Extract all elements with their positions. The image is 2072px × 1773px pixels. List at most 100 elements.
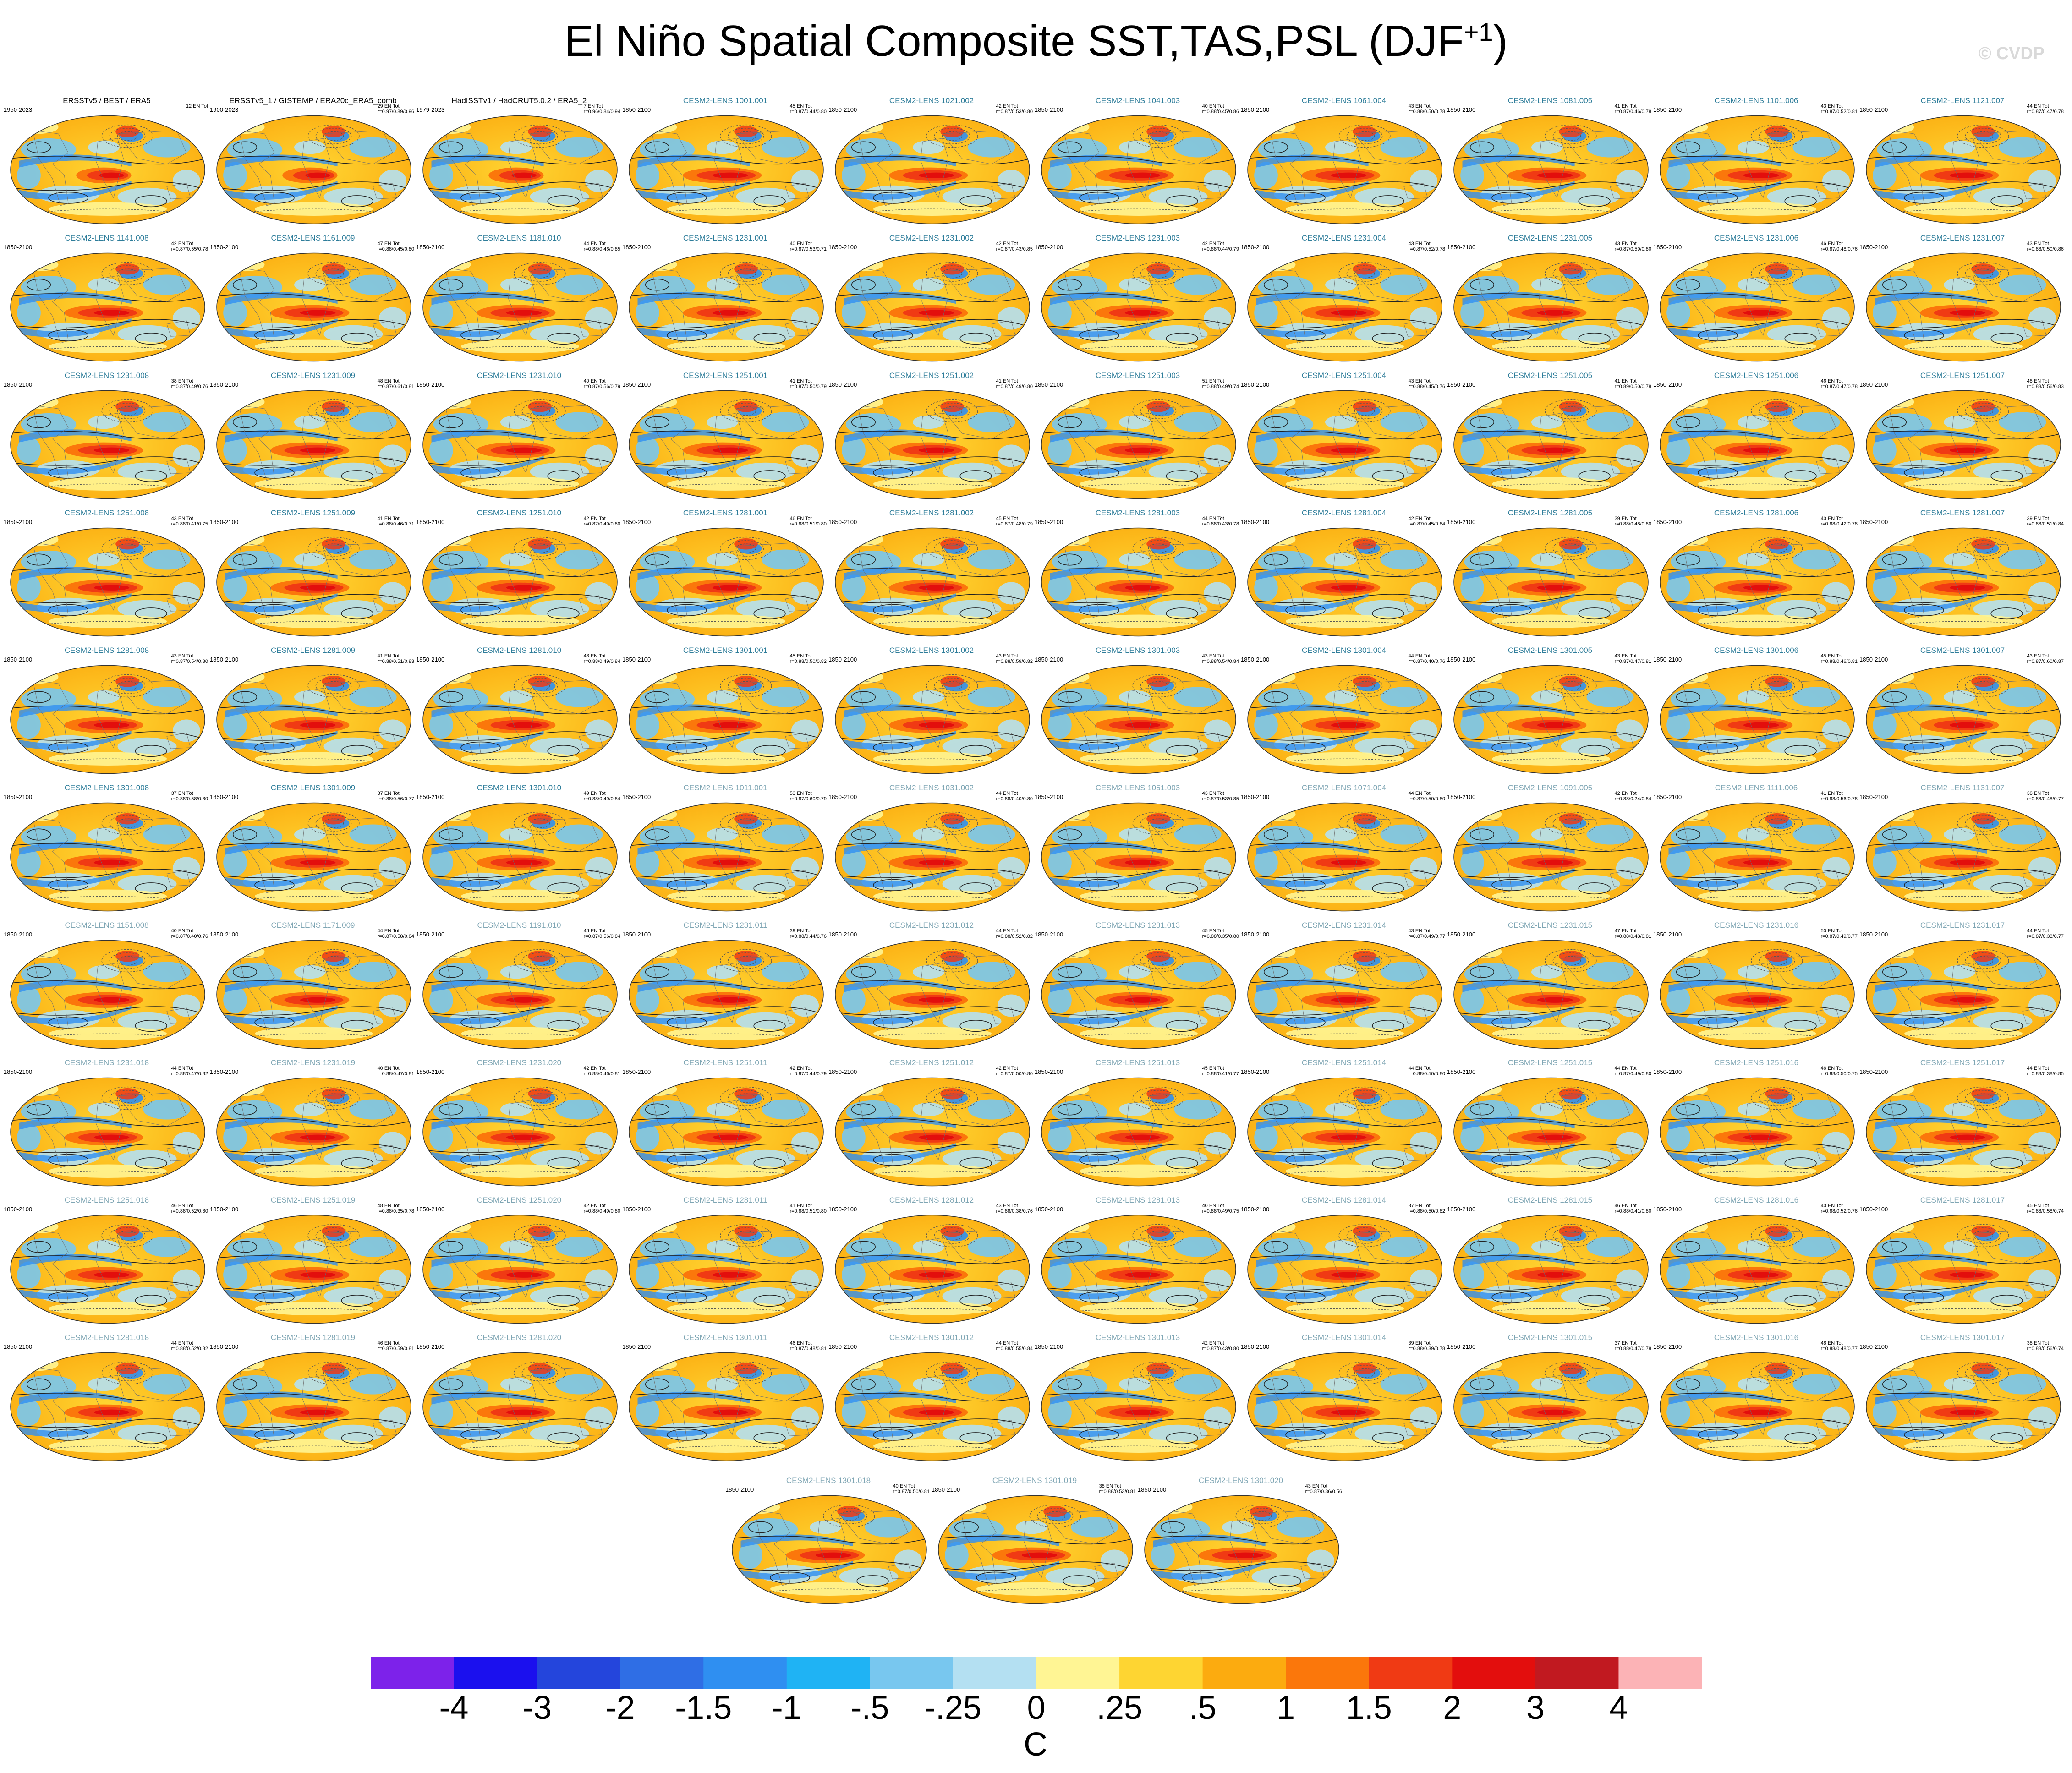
panel-title: CESM2-LENS 1301.014 bbox=[1301, 1333, 1387, 1342]
colorbar-segment bbox=[786, 1657, 870, 1689]
panel-stats: 44 EN Tot r=0.88/0.38/0.85 bbox=[2027, 1066, 2064, 1077]
panel-period: 1850-2100 bbox=[828, 656, 857, 663]
composite-map bbox=[216, 390, 411, 499]
panel-event-count: 43 EN Tot bbox=[1820, 104, 1843, 109]
colorbar-segment bbox=[1119, 1657, 1203, 1689]
panel-period: 1850-2100 bbox=[1653, 519, 1682, 525]
panel-stats: 46 EN Tot r=0.87/0.48/0.81 bbox=[790, 1341, 827, 1352]
map-panel: CESM2-LENS 1301.015 1850-2100 37 EN Tot r=0… bbox=[1447, 1333, 1653, 1471]
composite-map bbox=[1660, 1077, 1855, 1187]
panel-event-count: 44 EN Tot bbox=[171, 1066, 193, 1071]
panel-period: 1850-2100 bbox=[1859, 381, 1888, 388]
panel-event-count: 40 EN Tot bbox=[377, 1066, 400, 1071]
panel-title: ERSSTv5_1 / GISTEMP / ERA20c_ERA5_comb bbox=[229, 96, 397, 105]
map-panel: CESM2-LENS 1301.010 1850-2100 49 EN Tot r=0… bbox=[416, 783, 622, 921]
panel-stats: 44 EN Tot r=0.87/0.38/0.77 bbox=[2027, 928, 2064, 939]
composite-map bbox=[216, 1215, 411, 1324]
panel-period: 1850-2100 bbox=[1653, 1206, 1682, 1213]
panel-stats: 39 EN Tot r=0.88/0.51/0.84 bbox=[2027, 516, 2064, 527]
map-panel: CESM2-LENS 1251.004 1850-2100 43 EN Tot r=0… bbox=[1241, 371, 1447, 509]
panel-period: 1850-2100 bbox=[1241, 793, 1270, 800]
panel-stats: 46 EN Tot r=0.87/0.48/0.76 bbox=[1821, 241, 1858, 252]
map-panel: CESM2-LENS 1231.011 1850-2100 39 EN Tot r=0… bbox=[622, 921, 828, 1058]
panel-title: CESM2-LENS 1301.016 bbox=[1714, 1333, 1799, 1342]
panel-title: CESM2-LENS 1281.014 bbox=[1301, 1196, 1387, 1204]
colorbar-segment bbox=[537, 1657, 621, 1689]
panel-title: CESM2-LENS 1231.001 bbox=[683, 234, 768, 242]
map-panel: CESM2-LENS 1281.012 1850-2100 43 EN Tot r=0… bbox=[828, 1196, 1035, 1333]
panel-pattern-correlation: r=0.88/0.40/0.80 bbox=[996, 796, 1033, 802]
composite-map bbox=[422, 1215, 618, 1324]
panel-period: 1850-2100 bbox=[1035, 381, 1063, 388]
panel-stats: 39 EN Tot r=0.88/0.44/0.76 bbox=[790, 928, 827, 939]
composite-map bbox=[10, 1352, 205, 1461]
panel-pattern-correlation: r=0.88/0.51/0.83 bbox=[377, 659, 414, 664]
composite-map bbox=[835, 1077, 1030, 1187]
panel-event-count: 41 EN Tot bbox=[1820, 791, 1843, 796]
map-panel: CESM2-LENS 1281.020 1850-2100 bbox=[416, 1333, 622, 1471]
panel-stats: 43 EN Tot r=0.88/0.50/0.86 bbox=[2027, 241, 2064, 252]
panel-pattern-correlation: r=0.88/0.49/0.75 bbox=[1202, 1209, 1239, 1214]
panel-event-count: 42 EN Tot bbox=[171, 241, 193, 246]
panel-title: CESM2-LENS 1231.010 bbox=[477, 371, 562, 380]
panel-period: 1850-2100 bbox=[828, 793, 857, 800]
panel-period: 1850-2100 bbox=[1859, 1068, 1888, 1075]
panel-stats: 12 EN Tot bbox=[186, 104, 208, 109]
panel-pattern-correlation: r=0.88/0.51/0.80 bbox=[789, 1209, 827, 1214]
panel-title: CESM2-LENS 1281.016 bbox=[1714, 1196, 1799, 1204]
panel-pattern-correlation: r=0.87/0.53/0.80 bbox=[996, 109, 1033, 115]
panel-period: 1850-2100 bbox=[1859, 931, 1888, 938]
map-panel: CESM2-LENS 1281.010 1850-2100 48 EN Tot r=0… bbox=[416, 646, 622, 783]
panel-event-count: 44 EN Tot bbox=[583, 241, 606, 246]
panel-pattern-correlation: r=0.87/0.53/0.71 bbox=[789, 246, 827, 252]
composite-map bbox=[422, 802, 618, 912]
panel-period: 1850-2100 bbox=[4, 519, 33, 525]
panel-stats: 43 EN Tot r=0.88/0.38/0.76 bbox=[996, 1203, 1033, 1214]
panel-event-count: 42 EN Tot bbox=[1408, 516, 1431, 521]
composite-map bbox=[422, 940, 618, 1049]
composite-map bbox=[1453, 802, 1649, 912]
panel-event-count: 48 EN Tot bbox=[377, 1203, 400, 1209]
map-panel: CESM2-LENS 1231.018 1850-2100 44 EN Tot r=0… bbox=[4, 1058, 210, 1196]
panel-stats: 44 EN Tot r=0.88/0.40/0.80 bbox=[996, 791, 1033, 802]
panel-period: 1850-2100 bbox=[1447, 519, 1476, 525]
map-panel: CESM2-LENS 1251.019 1850-2100 48 EN Tot r=0… bbox=[210, 1196, 416, 1333]
panel-stats: 46 EN Tot r=0.88/0.50/0.75 bbox=[1821, 1066, 1858, 1077]
map-panel: CESM2-LENS 1281.017 1850-2100 45 EN Tot r=0… bbox=[1859, 1196, 2066, 1333]
panel-pattern-correlation: r=0.87/0.40/0.76 bbox=[171, 934, 208, 939]
panel-period: 1850-2100 bbox=[1241, 931, 1270, 938]
panel-title: CESM2-LENS 1301.010 bbox=[477, 783, 562, 792]
panel-pattern-correlation: r=0.87/0.48/0.81 bbox=[789, 1346, 827, 1352]
panel-title: CESM2-LENS 1301.015 bbox=[1507, 1333, 1593, 1342]
panel-stats: 43 EN Tot r=0.88/0.41/0.75 bbox=[171, 516, 208, 527]
panel-stats: 40 EN Tot r=0.88/0.42/0.78 bbox=[1821, 516, 1858, 527]
colorbar-tick-label: 4 bbox=[1609, 1690, 1628, 1726]
composite-map bbox=[10, 527, 205, 637]
panel-title: CESM2-LENS 1301.008 bbox=[64, 783, 149, 792]
panel-pattern-correlation: r=0.88/0.45/0.76 bbox=[1408, 384, 1445, 389]
panel-stats: 43 EN Tot r=0.87/0.60/0.87 bbox=[2027, 653, 2064, 664]
map-panel: CESM2-LENS 1231.012 1850-2100 44 EN Tot r=0… bbox=[828, 921, 1035, 1058]
panel-period: 1850-2100 bbox=[1653, 244, 1682, 251]
panel-stats: 44 EN Tot r=0.88/0.52/0.82 bbox=[996, 928, 1033, 939]
colorbar-tick-label: 3 bbox=[1526, 1690, 1545, 1726]
panel-event-count: 46 EN Tot bbox=[583, 928, 606, 934]
composite-map bbox=[629, 802, 824, 912]
panel-event-count: 40 EN Tot bbox=[789, 241, 812, 246]
panel-title: CESM2-LENS 1301.013 bbox=[1095, 1333, 1180, 1342]
map-panel: CESM2-LENS 1251.003 1850-2100 51 EN Tot r=0… bbox=[1035, 371, 1241, 509]
composite-map bbox=[422, 115, 618, 224]
panel-title: CESM2-LENS 1301.004 bbox=[1301, 646, 1387, 655]
panel-period: 1979-2023 bbox=[416, 106, 445, 113]
panel-period: 1850-2100 bbox=[416, 1206, 445, 1213]
panel-period: 1850-2100 bbox=[1859, 1206, 1888, 1213]
panel-title: CESM2-LENS 1121.007 bbox=[1920, 96, 2005, 105]
panel-pattern-correlation: r=0.88/0.46/0.71 bbox=[377, 521, 414, 527]
panel-pattern-correlation: r=0.88/0.39/0.78 bbox=[1408, 1346, 1445, 1352]
panel-stats: 42 EN Tot r=0.88/0.49/0.80 bbox=[584, 1203, 620, 1214]
panel-pattern-correlation: r=0.87/0.38/0.77 bbox=[2027, 934, 2064, 939]
panel-period: 1850-2100 bbox=[210, 1343, 239, 1350]
panel-event-count: 39 EN Tot bbox=[1614, 516, 1637, 521]
panel-stats: 44 EN Tot r=0.87/0.49/0.80 bbox=[1615, 1066, 1651, 1077]
panel-pattern-correlation: r=0.88/0.46/0.81 bbox=[583, 1071, 620, 1077]
